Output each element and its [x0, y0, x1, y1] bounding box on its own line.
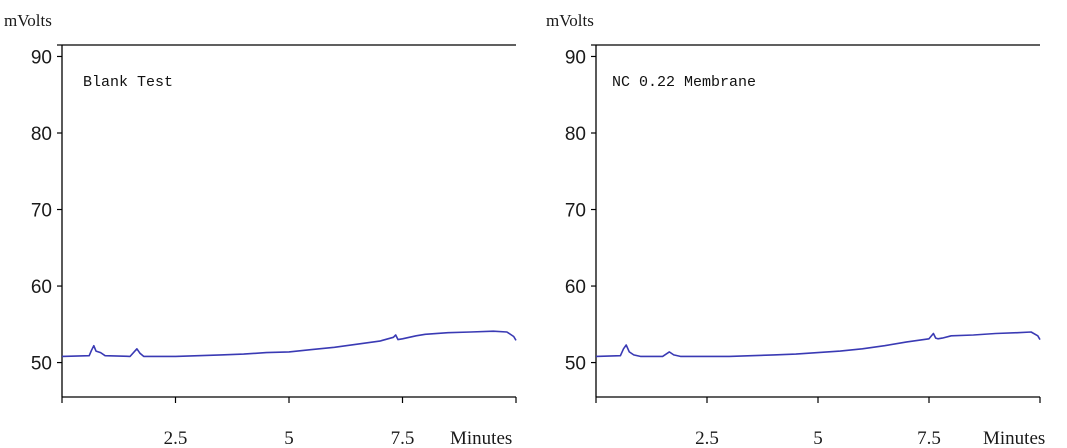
x-tick-label: 7.5: [391, 428, 415, 448]
series-line: [61, 330, 517, 358]
x-tick-label: 5: [284, 428, 294, 448]
y-tick-label: 60: [565, 277, 586, 298]
x-tick-label: 2.5: [695, 428, 719, 448]
x-tick-label: 2.5: [164, 428, 188, 448]
y-tick-label: 90: [31, 47, 52, 68]
chart-title: NC 0.22 Membrane: [612, 74, 756, 91]
x-axis-unit-label: Minutes: [450, 428, 512, 448]
chart-panel-nc-membrane: mVolts NC 0.22 Membrane Minutes 50 60 70 80…: [546, 11, 1045, 448]
y-tick-label: 70: [565, 201, 586, 222]
chart-panel-blank-test: mVolts Blank Test Minutes 50 60 70 80 90 2.5 5…: [4, 11, 517, 448]
y-axis-unit-label: mVolts: [4, 11, 52, 30]
y-tick-label: 80: [565, 124, 586, 145]
y-axis-unit-label: mVolts: [546, 11, 594, 30]
y-tick-label: 90: [565, 47, 586, 68]
y-tick-label: 50: [31, 354, 52, 375]
y-tick-label: 80: [31, 124, 52, 145]
y-tick-label: 70: [31, 201, 52, 222]
y-tick-label: 60: [31, 277, 52, 298]
x-axis-unit-label: Minutes: [983, 428, 1045, 448]
x-tick-label: 5: [813, 428, 823, 448]
series-line: [595, 331, 1041, 358]
chart-title: Blank Test: [83, 74, 173, 91]
x-tick-label: 7.5: [917, 428, 941, 448]
y-tick-label: 50: [565, 354, 586, 375]
